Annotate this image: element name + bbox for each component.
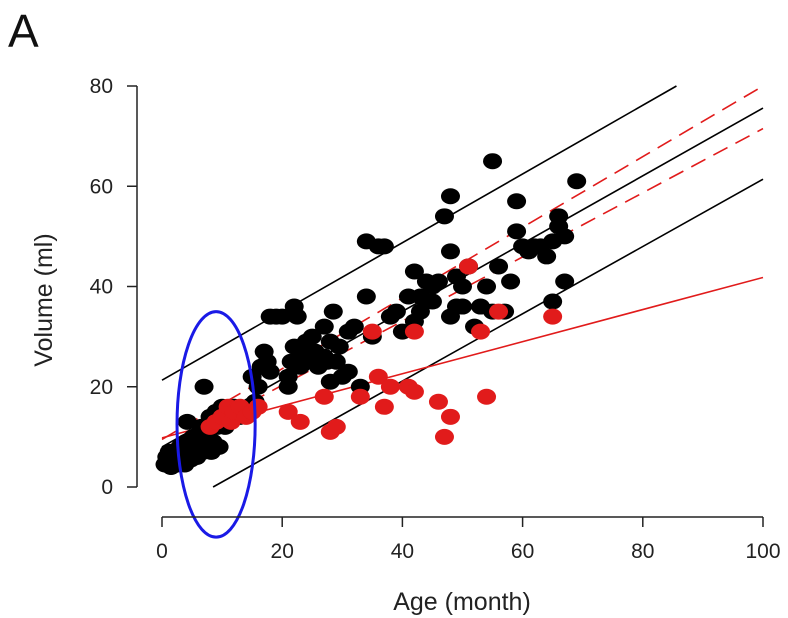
data-point-s1-112 xyxy=(483,153,503,170)
data-point-s1-98 xyxy=(428,273,448,290)
data-point-s2-20 xyxy=(380,378,400,395)
data-point-s1-106 xyxy=(453,298,472,315)
data-point-s1-102 xyxy=(440,188,460,205)
data-point-s1-99 xyxy=(434,208,454,225)
data-point-s2-17 xyxy=(362,323,382,340)
data-point-s2-13 xyxy=(314,388,334,405)
data-point-s2-30 xyxy=(489,303,509,320)
y-tick-label-0: 0 xyxy=(101,476,113,499)
x-tick-label-80: 80 xyxy=(631,540,654,563)
data-point-s2-29 xyxy=(477,388,497,405)
data-point-s1-117 xyxy=(507,193,527,210)
data-point-s1-122 xyxy=(537,248,557,265)
data-point-s1-75 xyxy=(326,353,346,370)
regression-line-1 xyxy=(161,85,677,381)
data-point-s1-80 xyxy=(344,318,364,335)
data-point-s2-10 xyxy=(248,398,268,415)
y-tick-label-20: 20 xyxy=(90,376,113,399)
data-point-s2-12 xyxy=(290,413,310,430)
data-point-s1-60 xyxy=(287,308,307,325)
x-tick-label-60: 60 xyxy=(511,540,534,563)
data-point-s1-51 xyxy=(260,363,280,380)
data-point-s1-116 xyxy=(507,223,527,240)
data-point-s1-82 xyxy=(356,288,376,305)
data-point-s2-18 xyxy=(368,368,388,385)
data-point-s1-66 xyxy=(302,328,322,345)
data-point-s1-86 xyxy=(374,238,394,255)
x-tick-label-40: 40 xyxy=(391,540,414,563)
data-point-s1-94 xyxy=(410,303,430,320)
data-point-s1-38 xyxy=(209,438,229,455)
data-point-s1-97 xyxy=(422,293,442,310)
data-point-s2-16 xyxy=(350,388,370,405)
highlight-ellipse xyxy=(175,310,257,539)
data-point-s2-22 xyxy=(404,383,424,400)
data-point-s1-78 xyxy=(338,363,358,380)
data-point-s1-110 xyxy=(477,278,497,295)
data-point-s1-100 xyxy=(440,243,460,260)
x-tick-label-0: 0 xyxy=(156,540,168,563)
data-point-s1-123 xyxy=(543,293,563,310)
data-point-s2-28 xyxy=(471,323,491,340)
data-point-s2-27 xyxy=(459,258,479,275)
x-tick-label-100: 100 xyxy=(745,540,780,563)
data-point-s2-25 xyxy=(434,428,454,445)
regression-line-5 xyxy=(161,85,764,441)
data-point-s1-88 xyxy=(386,303,406,320)
data-point-s1-74 xyxy=(323,303,343,320)
data-point-s1-115 xyxy=(501,273,521,290)
panel-label: A xyxy=(8,5,39,57)
data-point-s1-113 xyxy=(489,258,509,275)
data-point-s1-92 xyxy=(404,263,424,280)
data-point-s1-30 xyxy=(194,378,214,395)
x-tick-label-20: 20 xyxy=(271,540,294,563)
data-point-s1-128 xyxy=(555,273,575,290)
data-point-s2-26 xyxy=(440,408,460,425)
axes: 0 20 40 60 80 0 20 40 60 80 100 xyxy=(90,75,781,563)
data-point-s2-15 xyxy=(326,418,346,435)
x-axis-title: Age (month) xyxy=(393,588,531,616)
highlight-ellipse-group xyxy=(175,310,257,539)
y-tick-label-80: 80 xyxy=(90,75,113,98)
data-point-s1-54 xyxy=(272,308,292,325)
data-point-s2-31 xyxy=(543,308,563,325)
data-point-s1-76 xyxy=(329,338,349,355)
data-point-s1-69 xyxy=(314,318,334,335)
y-axis-title: Volume (ml) xyxy=(30,233,58,366)
data-point-s1-129 xyxy=(567,173,587,190)
data-point-s2-19 xyxy=(374,398,394,415)
data-point-s1-56 xyxy=(278,378,298,395)
y-tick-label-60: 60 xyxy=(90,175,113,198)
data-point-s2-24 xyxy=(428,393,448,410)
data-point-s1-105 xyxy=(453,278,472,295)
data-point-s1-127 xyxy=(555,228,575,245)
data-point-s2-23 xyxy=(404,323,424,340)
data-point-s2-11 xyxy=(278,403,298,420)
y-tick-label-40: 40 xyxy=(90,276,113,299)
data-point-s1-126 xyxy=(549,208,569,225)
